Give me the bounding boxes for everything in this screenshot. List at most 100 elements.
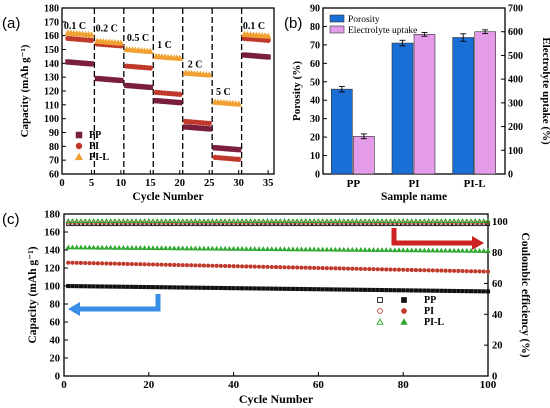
capacity-point-pp [460,289,465,294]
capacity-point-pi-l [383,247,389,253]
capacity-point-pp [295,286,300,292]
capacity-point-pi-l [392,247,398,253]
y-tick-label: 60 [310,59,320,70]
capacity-point-pi [333,266,338,271]
efficiency-point-pi-l [252,218,258,223]
capacity-point-pp [396,288,402,293]
efficiency-point-pi-l [379,218,385,223]
y-tick-label: 180 [44,210,60,221]
y-tick-label: 90 [49,128,59,139]
capacity-point-pi-l [74,244,80,250]
panel-b-left-y-ticks: 0 10 20 30 40 50 60 70 80 90 [310,4,327,181]
capacity-point-pp [384,288,389,293]
capacity-point-pp [286,286,291,291]
capacity-point-pi-l [120,244,127,250]
capacity-point-pi-l [150,245,156,251]
capacity-point-pi-l [332,246,339,252]
panel-a-y-ticks: 60 70 80 90 100 110 120 130 140 150 160 170 180 [44,4,66,181]
capacity-point-pp [78,284,84,289]
capacity-point-pp [163,285,168,290]
capacity-point-pi-l [451,247,457,253]
efficiency-point-pi-l [408,218,415,223]
legend-label: Porosity [348,15,380,25]
y-tick-label: 60 [49,170,59,181]
efficiency-point-pi-l [451,218,457,223]
capacity-point-pi-l [218,245,224,251]
point-pi [88,37,95,44]
panel-c-right-y-ticks: 0 20 40 60 80 100 [484,217,508,383]
efficiency-point-pi-l [366,218,372,223]
capacity-point-pi [244,264,249,269]
capacity-point-pi-l [485,248,491,253]
capacity-point-pp [66,284,71,289]
capacity-point-pp [418,288,423,293]
efficiency-point-pi-l [468,218,474,223]
panel-a: (a) 60708090100110120130140150160170180 … [2,4,275,203]
capacity-point-pi [473,269,478,274]
capacity-point-pi [299,265,304,270]
capacity-point-pi-l [464,247,470,253]
rate-label: 0.2 C [96,24,118,35]
capacity-point-pi [214,263,219,268]
y-tick-label: 30 [310,114,320,125]
capacity-point-pi [261,264,266,269]
point-pp [236,147,242,153]
capacity-point-pi [337,266,342,271]
efficiency-point-pi-l [90,218,97,223]
legend-label: PP [424,295,436,306]
capacity-point-pi [426,268,431,273]
capacity-point-pp [290,286,296,291]
capacity-point-pi-l [82,244,88,250]
efficiency-point-pi-l [404,218,411,223]
efficiency-point-pi-l [302,218,309,223]
capacity-point-pi-l [438,247,445,253]
legend-marker-filled-pi [401,308,407,314]
capacity-point-pi [197,263,202,268]
capacity-point-pi-l [434,247,440,253]
capacity-point-pp [320,287,325,292]
efficiency-axis-arrow [391,228,474,246]
efficiency-point-pi-l [205,218,211,223]
x-tick-label: 10 [116,178,127,189]
capacity-point-pi-l [307,246,313,252]
capacity-point-pp [218,285,223,291]
capacity-point-pi [256,264,262,269]
point-pp [147,84,153,91]
efficiency-point-pi-l [328,218,334,223]
capacity-point-pi [350,266,355,271]
y-tick-label: 100 [44,114,59,125]
capacity-point-pi [100,261,105,266]
capacity-point-pi-l [324,246,330,252]
capacity-point-pi [409,267,414,273]
legend-marker-open-pi [377,308,383,314]
capacity-point-pi-l [201,245,207,251]
capacity-point-pp [392,288,397,293]
capacity-point-pi [464,269,469,274]
capacity-point-pp [121,284,126,289]
capacity-point-pi [367,267,372,272]
category-label: PI [409,178,420,190]
y-tick-label: 130 [44,73,59,84]
capacity-point-pp [138,284,143,290]
capacity-point-pi [443,268,448,273]
point-pp [177,99,183,106]
capacity-point-pi-l [472,247,478,253]
capacity-point-pp [473,289,478,294]
efficiency-point-pi-l [112,218,118,223]
x-tick-label: 0 [59,178,64,189]
panel-c-x-axis-label: Cycle Number [239,392,314,406]
bar-pp-uptake [353,135,375,175]
efficiency-point-pi-l [103,218,110,223]
capacity-point-pp [477,289,482,294]
panel-b-left-y-axis-label: Porosity (%) [291,61,303,121]
y-tick-label: 100 [492,217,508,228]
capacity-point-pi [273,265,279,270]
capacity-point-pp [350,287,355,292]
capacity-point-pi [163,262,168,267]
capacity-point-pi [324,266,329,271]
efficiency-point-pi-l [95,218,101,223]
capacity-point-pi [485,269,491,274]
capacity-point-pi [401,267,406,272]
capacity-point-pi [78,260,84,266]
capacity-point-pp [252,286,257,291]
